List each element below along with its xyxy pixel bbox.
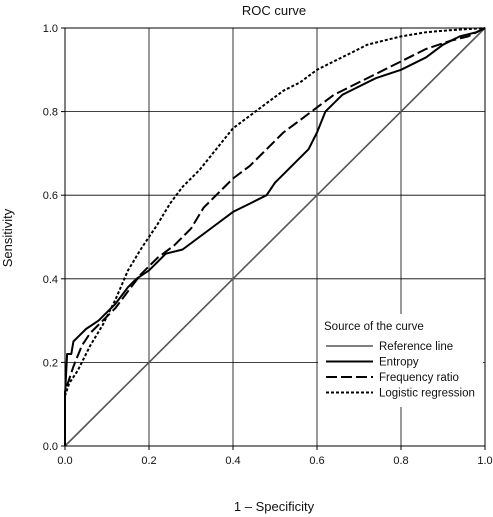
legend-item-label: Logistic regression — [379, 388, 475, 400]
y-tick-label: 0.8 — [43, 107, 58, 119]
legend-item-label: Reference line — [379, 341, 453, 353]
y-tick-label: 0.6 — [43, 190, 58, 202]
y-tick-label: 0.0 — [43, 441, 58, 453]
y-axis-title: Sensitivity — [0, 208, 15, 267]
legend-item-label: Frequency ratio — [379, 372, 459, 384]
x-tick-label: 0.6 — [309, 455, 324, 467]
x-tick-label: 0.0 — [57, 455, 72, 467]
series-frequency-ratio-line — [64, 27, 486, 446]
x-tick-label: 0.2 — [141, 455, 156, 467]
y-tick-label: 0.2 — [43, 357, 58, 369]
series-lines — [64, 27, 486, 447]
x-tick-label: 1.0 — [477, 455, 492, 467]
x-tick-label: 0.8 — [393, 455, 408, 467]
plot-frame — [64, 27, 486, 447]
y-tick-label: 1.0 — [43, 23, 58, 35]
legend-title: Source of the curve — [324, 321, 424, 333]
x-axis-title: 1 – Specificity — [234, 499, 315, 514]
y-tick-label: 0.4 — [43, 274, 58, 286]
legend-item-label: Entropy — [379, 357, 419, 369]
legend: Source of the curve Reference line Entrop… — [318, 314, 483, 407]
x-tick-label: 0.4 — [225, 455, 240, 467]
series-reference-line-line — [64, 27, 486, 447]
series-logistic-regression-line — [64, 27, 486, 446]
legend-items: Reference line Entropy Frequency ratio Logi… — [326, 341, 475, 400]
series-entropy-line — [64, 27, 486, 446]
axis-ticks: 0.0 0.2 0.4 0.6 0.8 1.0 0.0 0.2 0.4 0.6 0.8 1.0 — [43, 23, 493, 467]
chart-title: ROC curve — [242, 3, 306, 18]
